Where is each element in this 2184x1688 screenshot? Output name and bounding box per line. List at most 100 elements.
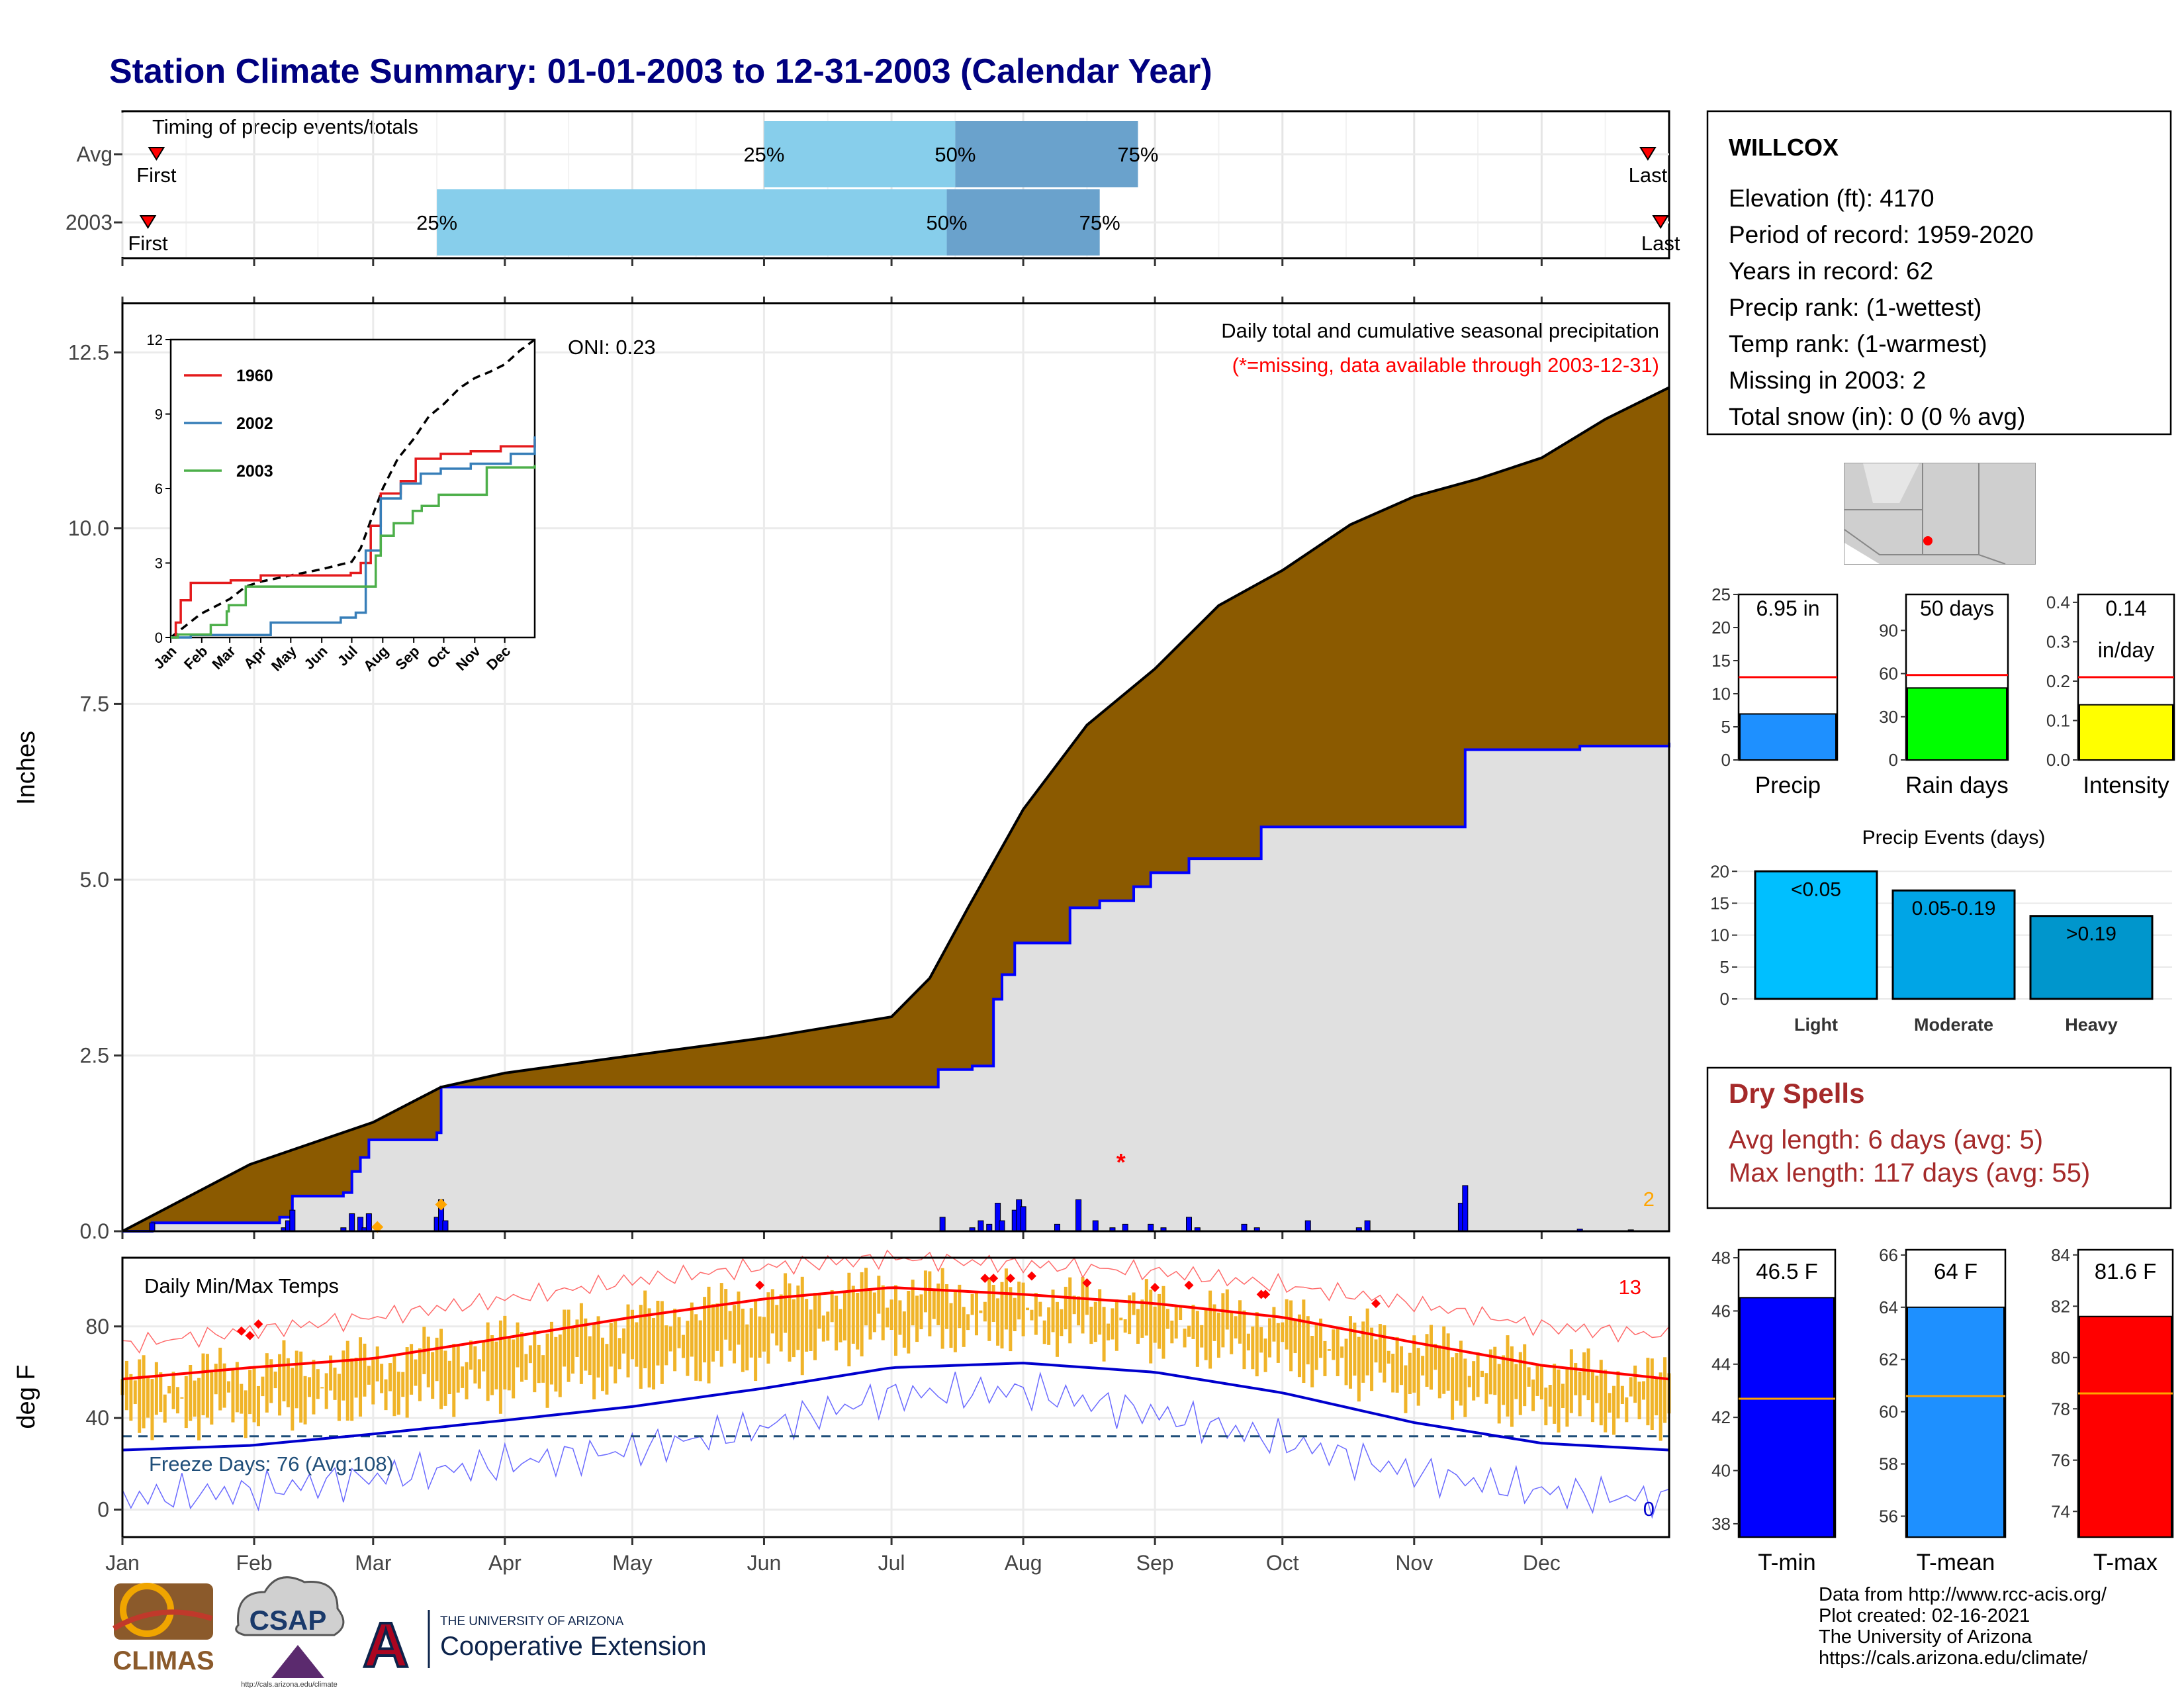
daily-temp-bar <box>1574 1363 1578 1395</box>
daily-temp-bar <box>1098 1289 1102 1335</box>
temp-ytick-label: 40 <box>85 1406 109 1430</box>
temp-bar-ytick-label: 44 <box>1711 1354 1731 1374</box>
daily-temp-bar <box>962 1307 966 1347</box>
events-bar-label: <0.05 <box>1791 878 1841 900</box>
station-info-line: Temp rank: (1-warmest) <box>1729 330 1987 357</box>
station-info: WILLCOX Elevation (ft): 4170 Period of re… <box>1706 110 2172 436</box>
daily-temp-bar <box>1047 1307 1051 1345</box>
inset-legend-label: 2002 <box>236 414 273 433</box>
daily-temp-bar <box>784 1273 788 1333</box>
daily-temp-bar <box>719 1283 723 1367</box>
p50-label: 50% <box>934 143 976 166</box>
daily-temp-bar <box>842 1291 846 1340</box>
daily-temp-bar <box>860 1272 864 1357</box>
daily-temp-bar <box>868 1289 872 1340</box>
events-bar <box>1891 889 2016 1000</box>
daily-temp-bar <box>528 1345 532 1364</box>
daily-temp-bar <box>1586 1348 1590 1401</box>
daily-temp-bar <box>817 1293 821 1329</box>
daily-temp-bar <box>800 1276 804 1376</box>
map-mexico <box>1844 543 1880 564</box>
daily-temp-bar <box>1539 1365 1543 1399</box>
daily-temp-bar <box>554 1336 558 1392</box>
daily-temp-bar <box>1421 1356 1425 1376</box>
daily-temp-bar <box>303 1376 307 1425</box>
daily-temp-bar <box>1531 1380 1535 1411</box>
first-event-label: First <box>128 232 168 255</box>
daily-temp-bar <box>1370 1327 1374 1391</box>
daily-temp-bar <box>639 1305 643 1389</box>
daily-temp-bar <box>630 1309 634 1360</box>
precip-ytick-label: 12.5 <box>68 340 109 364</box>
month-label: Mar <box>355 1551 391 1575</box>
daily-temp-bar <box>189 1364 193 1421</box>
daily-temp-bar <box>1225 1289 1229 1330</box>
daily-temp-bar <box>1425 1334 1429 1387</box>
daily-temp-bar <box>826 1311 830 1341</box>
daily-temp-bar <box>1480 1370 1484 1378</box>
daily-temp-bar <box>681 1335 685 1358</box>
daily-temp-bar <box>180 1397 184 1399</box>
daily-temp-bar <box>877 1276 881 1314</box>
daily-temp-bar <box>1158 1293 1161 1349</box>
temp-bar-ytick-label: 64 <box>1879 1297 1898 1317</box>
daily-temp-bar <box>835 1295 839 1351</box>
daily-temp-bar <box>1637 1382 1641 1420</box>
daily-temp-bar <box>839 1309 842 1342</box>
last-event-marker-icon <box>1639 147 1657 161</box>
daily-temp-bar <box>966 1314 970 1331</box>
temp-bar-value-label: 64 F <box>1934 1259 1978 1284</box>
month-label: Jul <box>878 1551 905 1575</box>
daily-temp-bar <box>1136 1309 1140 1344</box>
daily-temp-bar <box>465 1362 469 1399</box>
daily-temp-bar <box>1437 1345 1441 1399</box>
daily-temp-bar <box>222 1363 226 1408</box>
daily-temp-bar <box>1455 1353 1459 1401</box>
daily-temp-bar <box>375 1346 379 1382</box>
daily-temp-bar <box>227 1381 231 1393</box>
daily-temp-bar <box>345 1340 349 1421</box>
temp-bar-ytick-label: 38 <box>1711 1514 1731 1534</box>
inset-ytick-label: 9 <box>155 406 163 423</box>
daily-temp-bar <box>235 1362 239 1413</box>
daily-temp-bar <box>159 1372 163 1413</box>
station-info-line: Years in record: 62 <box>1729 258 1933 285</box>
daily-temp-bar <box>1183 1329 1187 1348</box>
daily-temp-bar <box>1365 1308 1369 1376</box>
daily-temp-bar <box>1281 1322 1285 1342</box>
last-event-label: Last <box>1641 232 1680 255</box>
daily-temp-bar <box>1242 1310 1246 1370</box>
daily-temp-bar <box>392 1354 396 1417</box>
daily-temp-bar <box>894 1285 897 1356</box>
daily-temp-bar <box>745 1324 749 1371</box>
daily-temp-bar <box>1234 1316 1238 1338</box>
daily-temp-bar <box>1009 1287 1013 1352</box>
daily-temp-bar <box>1400 1346 1404 1385</box>
daily-temp-bar <box>579 1303 583 1384</box>
daily-temp-bar <box>847 1272 851 1367</box>
daily-temp-bar <box>1128 1295 1132 1335</box>
daily-temp-bar <box>584 1318 588 1371</box>
daily-temp-bar <box>498 1320 502 1414</box>
mini-bar-value-label: 6.95 in <box>1756 596 1819 620</box>
events-category-label: Moderate <box>1914 1015 1993 1035</box>
daily-temp-bar <box>299 1351 303 1423</box>
daily-temp-bar <box>1161 1286 1165 1359</box>
daily-temp-bar <box>707 1286 711 1383</box>
daily-temp-bar <box>384 1379 388 1411</box>
daily-precip-bar <box>1241 1223 1248 1232</box>
daily-temp-bar <box>1107 1323 1111 1340</box>
daily-temp-bar <box>1523 1344 1527 1407</box>
daily-temp-bar <box>1111 1308 1115 1340</box>
temp-bar-ytick-label: 80 <box>2051 1348 2070 1368</box>
daily-temp-bar <box>265 1353 269 1413</box>
daily-temp-bar <box>737 1291 741 1345</box>
mini-bar-ytick-label: 0.0 <box>2046 750 2070 770</box>
csap-label: CSAP <box>250 1605 327 1636</box>
daily-temp-bar <box>1042 1320 1046 1344</box>
daily-temp-bar <box>507 1337 511 1391</box>
daily-temp-bar <box>1327 1349 1331 1351</box>
daily-temp-bar <box>197 1378 201 1440</box>
daily-temp-bar <box>291 1368 295 1431</box>
daily-temp-bar <box>1582 1352 1586 1395</box>
